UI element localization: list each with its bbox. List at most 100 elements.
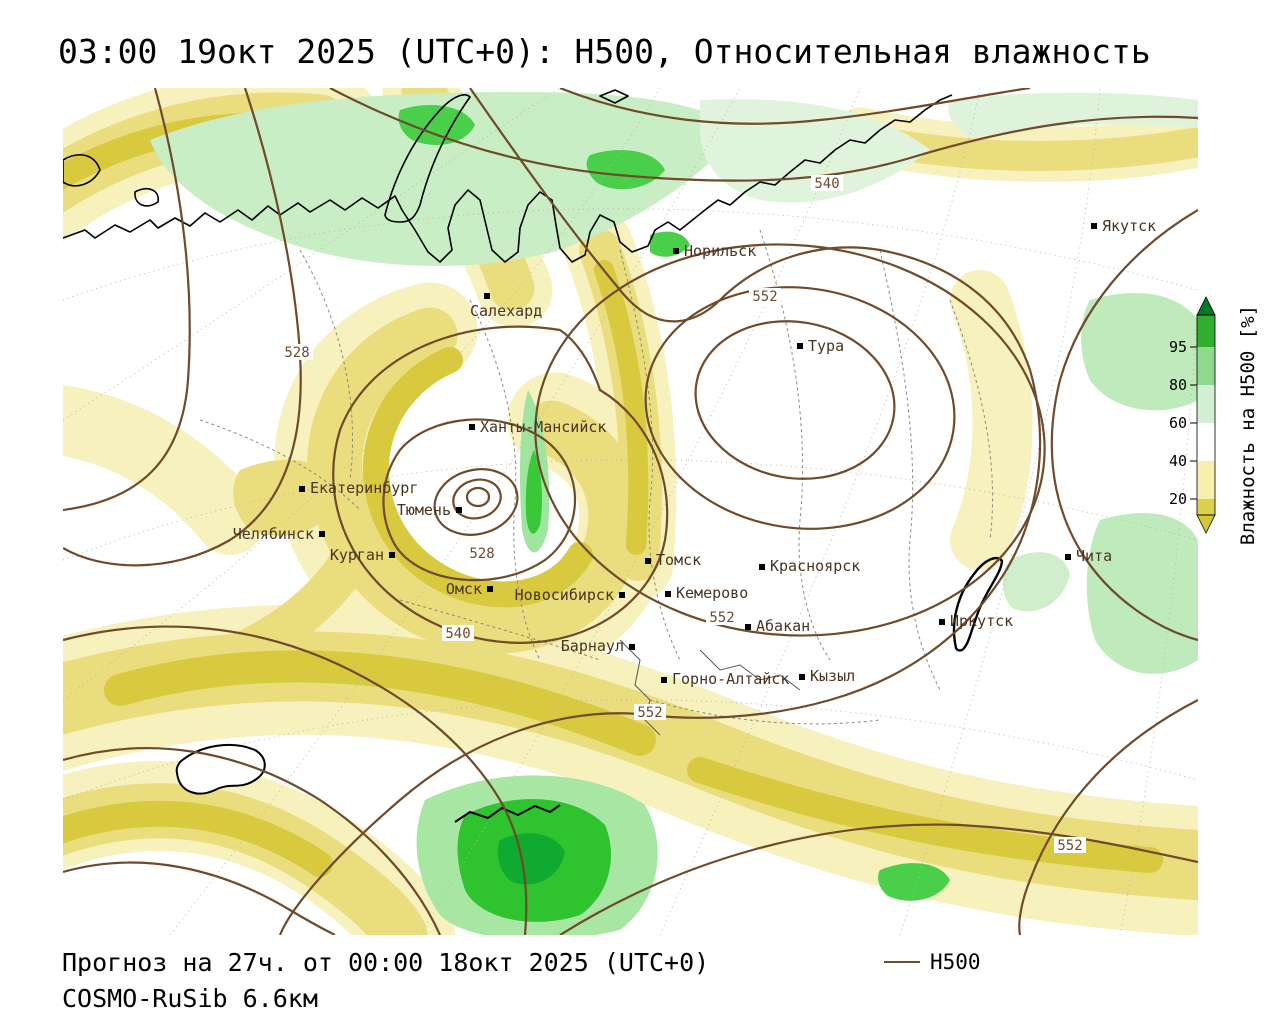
- city-marker: [661, 677, 667, 683]
- city-label: Якутск: [1102, 217, 1156, 235]
- svg-text:552: 552: [1057, 838, 1082, 854]
- city-marker: [456, 507, 462, 513]
- contour-label: 540: [442, 625, 474, 642]
- city-marker: [797, 343, 803, 349]
- city: Курган: [330, 546, 395, 564]
- contour-label: 552: [1054, 837, 1086, 854]
- city: Томск: [645, 551, 701, 569]
- city-marker: [619, 592, 625, 598]
- colorbar-label: Влажность на H500 [%]: [1237, 305, 1259, 545]
- svg-text:540: 540: [814, 176, 839, 192]
- model-info: COSMO-RuSib 6.6км: [62, 984, 318, 1013]
- city: Норильск: [673, 242, 756, 260]
- city-marker: [1091, 223, 1097, 229]
- city-label: Екатеринбург: [310, 479, 418, 497]
- h500-legend-label: H500: [930, 950, 981, 974]
- h500-legend-line: [884, 961, 920, 963]
- contour-label: 552: [634, 704, 666, 721]
- city: Красноярск: [759, 557, 860, 575]
- city-label: Тюмень: [397, 501, 451, 519]
- h500-contour-layer: [63, 88, 1198, 935]
- contour-label: 552: [749, 288, 781, 305]
- city-label: Чита: [1076, 547, 1112, 565]
- h500-legend: H500: [884, 950, 981, 974]
- city-label: Красноярск: [770, 557, 860, 575]
- city-label: Кемерово: [676, 584, 748, 602]
- city-label: Горно-Алтайск: [672, 670, 789, 688]
- city-marker: [389, 552, 395, 558]
- city: Кызыл: [799, 667, 855, 685]
- city-marker: [484, 293, 490, 299]
- city-label: Ханты-Мансийск: [480, 418, 606, 436]
- city: Чита: [1065, 547, 1112, 565]
- city: Иркутск: [939, 612, 1013, 630]
- city: Барнаул: [561, 637, 635, 655]
- colorbar-arrow-down-icon: [1196, 514, 1216, 534]
- city: Горно-Алтайск: [661, 670, 789, 688]
- city-marker: [799, 674, 805, 680]
- lake-outline: [175, 743, 266, 795]
- colorbar-tick: 80: [1169, 376, 1187, 394]
- city-label: Тура: [808, 337, 844, 355]
- city-marker: [1065, 554, 1071, 560]
- city: Ханты-Мансийск: [469, 418, 606, 436]
- city-marker: [745, 624, 751, 630]
- city-marker: [673, 248, 679, 254]
- contour-label: 552: [706, 609, 738, 626]
- cities-layer: Норильск Якутск Салехард Тура Ханты-Мансийск…: [233, 217, 1156, 688]
- city-label: Норильск: [684, 242, 756, 260]
- city: Кемерово: [665, 584, 748, 602]
- city-label: Кызыл: [810, 667, 855, 685]
- coastline-layer: [63, 89, 1004, 823]
- colorbar-tick: 95: [1169, 338, 1187, 356]
- colorbar-tick: 40: [1169, 452, 1187, 470]
- colorbar-tick: 20: [1169, 490, 1187, 508]
- state-border-layer: [619, 639, 801, 736]
- city: Тюмень: [397, 501, 462, 519]
- city-label: Барнаул: [561, 637, 624, 655]
- colorbar-segments: [1196, 296, 1216, 534]
- city: Екатеринбург: [299, 479, 418, 497]
- contour-labels-layer: 540 552 528 528 540 552 552 552: [281, 175, 1086, 854]
- city-label: Салехард: [470, 302, 542, 320]
- colorbar: 95 80 60 40 20 Влажность на H500 [%]: [1169, 296, 1259, 545]
- colorbar-ticks: 95 80 60 40 20: [1169, 338, 1197, 508]
- svg-text:540: 540: [445, 626, 470, 642]
- city: Омск: [446, 580, 493, 598]
- city-label: Челябинск: [233, 525, 314, 543]
- colorbar-tick: 60: [1169, 414, 1187, 432]
- city-marker: [487, 586, 493, 592]
- contour-label: 540: [811, 175, 843, 192]
- svg-text:552: 552: [709, 610, 734, 626]
- city-label: Томск: [656, 551, 701, 569]
- svg-text:552: 552: [752, 289, 777, 305]
- city-marker: [645, 558, 651, 564]
- contour-label: 528: [466, 545, 498, 562]
- city-marker: [939, 619, 945, 625]
- contour-label: 528: [281, 344, 313, 361]
- city: Якутск: [1091, 217, 1156, 235]
- svg-text:528: 528: [284, 345, 309, 361]
- city-marker: [665, 591, 671, 597]
- city: Новосибирск: [515, 586, 625, 604]
- city: Челябинск: [233, 525, 325, 543]
- svg-text:528: 528: [469, 546, 494, 562]
- city-marker: [629, 644, 635, 650]
- svg-text:552: 552: [637, 705, 662, 721]
- lake-baikal: [952, 556, 1004, 652]
- admin-border-layer: [199, 229, 994, 725]
- forecast-info: Прогноз на 27ч. от 00:00 18окт 2025 (UTC…: [62, 948, 710, 977]
- city-marker: [299, 486, 305, 492]
- city: Салехард: [470, 293, 542, 320]
- colorbar-arrow-up-icon: [1196, 296, 1216, 316]
- city-label: Абакан: [756, 617, 810, 635]
- city-label: Иркутск: [950, 612, 1013, 630]
- city: Тура: [797, 337, 844, 355]
- map-title: 03:00 19окт 2025 (UTC+0): H500, Относите…: [58, 32, 1151, 71]
- city-marker: [319, 531, 325, 537]
- city: Абакан: [745, 617, 810, 635]
- city-marker: [759, 564, 765, 570]
- city-label: Новосибирск: [515, 586, 614, 604]
- city-label: Омск: [446, 580, 482, 598]
